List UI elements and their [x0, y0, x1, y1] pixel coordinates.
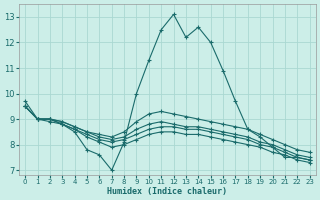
X-axis label: Humidex (Indice chaleur): Humidex (Indice chaleur)	[108, 187, 228, 196]
